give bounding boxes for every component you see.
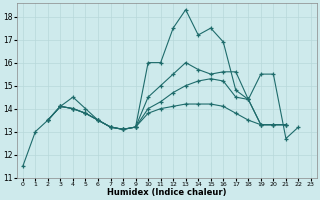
X-axis label: Humidex (Indice chaleur): Humidex (Indice chaleur) xyxy=(107,188,227,197)
